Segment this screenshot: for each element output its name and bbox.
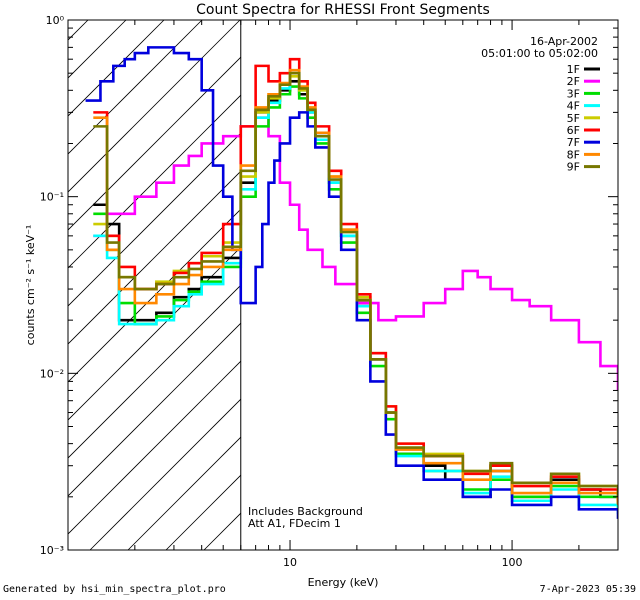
hatch-line-11 (68, 94, 241, 269)
legend-label-9F: 9F (567, 161, 580, 174)
hatch-line-10 (68, 56, 241, 231)
series-2F (93, 116, 618, 391)
hatch-line-9 (68, 20, 241, 193)
time-range-label: 05:01:00 to 05:02:00 (481, 47, 598, 60)
series-8F (93, 68, 618, 505)
legend-label-1F: 1F (567, 63, 580, 76)
y-tick-label-1: 10⁻¹ (40, 191, 64, 204)
hatch-line-20 (127, 436, 241, 550)
plot-frame (67, 19, 619, 551)
legend-label-7F: 7F (567, 136, 580, 149)
legend-label-4F: 4F (567, 100, 580, 113)
hatch-line-12 (68, 132, 241, 307)
legend-label-3F: 3F (567, 87, 580, 100)
date-label: 16-Apr-2002 (530, 35, 598, 48)
x-tick-label-0: 10 (283, 556, 297, 569)
hatch-line-8 (68, 20, 203, 155)
chart-title: Count Spectra for RHESSI Front Segments (196, 2, 490, 18)
hatch-line-18 (68, 360, 241, 535)
legend-label-8F: 8F (567, 148, 580, 161)
annotation-attenuator: Att A1, FDecim 1 (248, 517, 341, 530)
series-layer (85, 46, 618, 519)
legend-label-2F: 2F (567, 75, 580, 88)
hatch-line-17 (68, 322, 241, 497)
legend-label-5F: 5F (567, 112, 580, 125)
x-tick-label-1: 100 (502, 556, 523, 569)
hatch-line-13 (68, 170, 241, 345)
series-9F (93, 71, 618, 497)
y-axis-label: counts cm⁻² s⁻¹ keV⁻¹ (24, 225, 37, 346)
series-7F (85, 46, 618, 519)
axis-ticks (67, 19, 619, 551)
y-tick-label-3: 10⁻³ (40, 544, 64, 557)
y-tick-label-2: 10⁻² (40, 367, 64, 380)
footer-timestamp: 7-Apr-2023 05:39 (539, 584, 636, 595)
hatch-line-7 (68, 20, 165, 117)
x-axis-label: Energy (keV) (308, 576, 379, 589)
axis-tick-labels: 10 100 10⁰ 10⁻¹ 10⁻² 10⁻³ (40, 14, 523, 569)
hatch-line-19 (89, 398, 241, 550)
footer-generated-by: Generated by hsi_min_spectra_plot.pro (3, 584, 226, 595)
y-tick-label-0: 10⁰ (46, 14, 65, 27)
annotation-background: Includes Background (248, 505, 363, 518)
legend-label-6F: 6F (567, 124, 580, 137)
